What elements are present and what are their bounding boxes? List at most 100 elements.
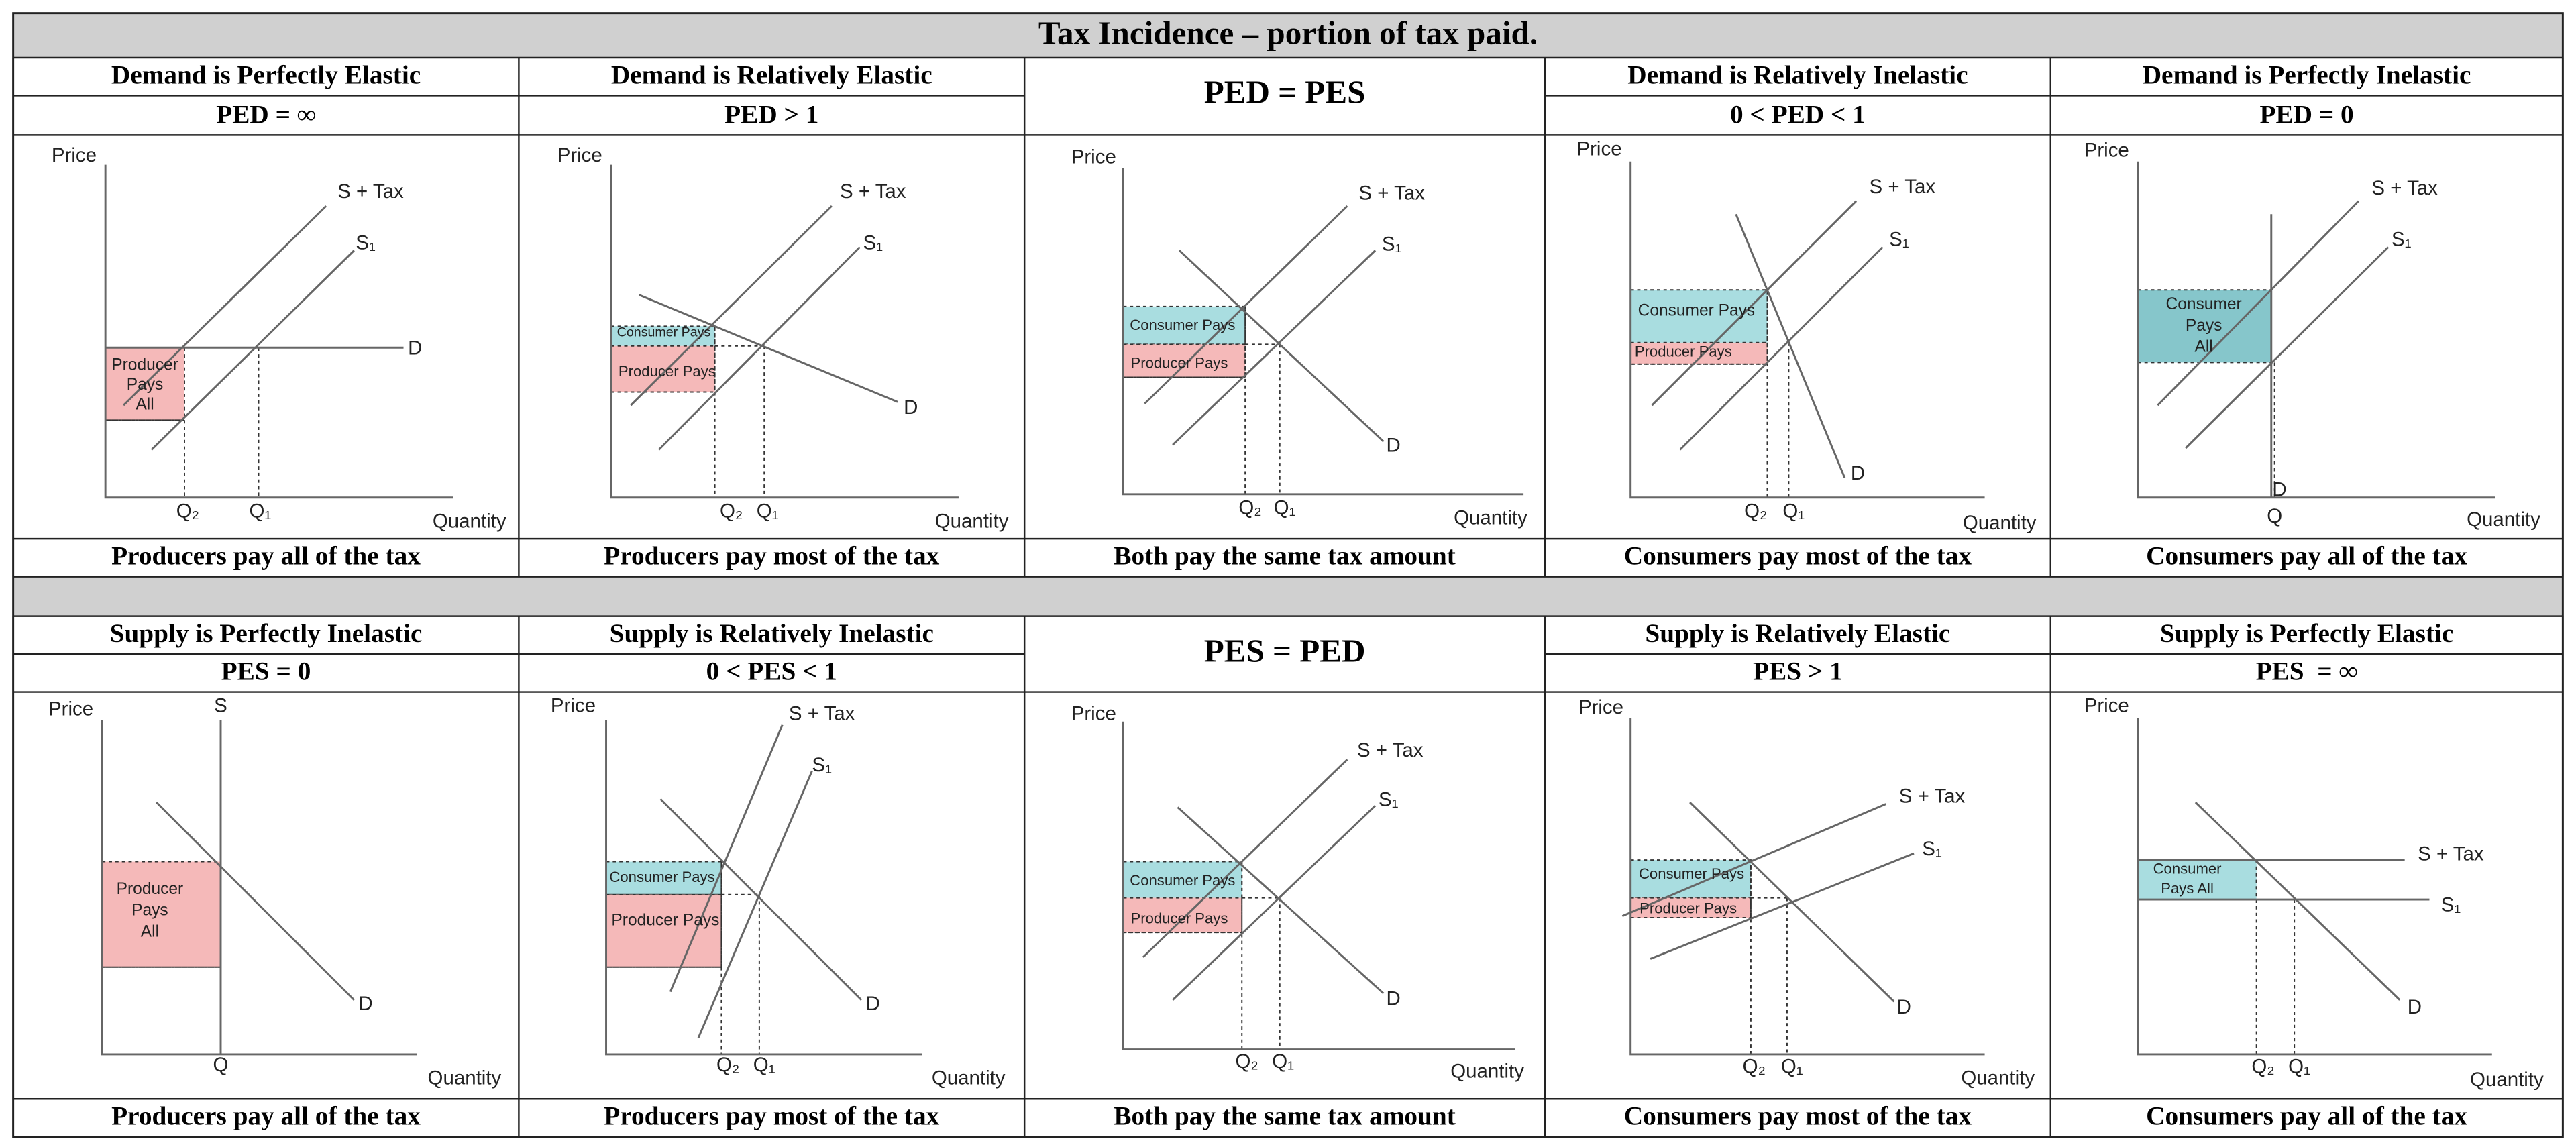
panel-caption: Producers pay most of the tax [604, 542, 939, 571]
panel-heading: Demand is Relatively Elastic [611, 60, 932, 89]
diagram-label: Q₁ [2288, 1055, 2310, 1077]
axes [1122, 721, 1515, 1051]
diagram-label: Q₁ [757, 500, 779, 523]
diagram-label: Price [2084, 140, 2129, 162]
diagram-label: D [1897, 996, 1911, 1018]
diagram-label: S + Tax [2371, 177, 2438, 199]
panel-caption: Consumers pay most of the tax [1624, 542, 1972, 571]
diagram-label: S + Tax [1357, 739, 1424, 761]
curve [1651, 200, 1858, 406]
diagram-label: Consumer Pays [617, 325, 711, 339]
curve [150, 250, 355, 451]
panel-caption: Consumers pay all of the tax [2146, 1102, 2467, 1131]
diagram-label: Q₁ [250, 500, 272, 523]
curve [630, 205, 833, 406]
panel-heading: Supply is Relatively Inelastic [610, 619, 934, 648]
diagram-label: Producer Pays [1131, 355, 1228, 372]
panel-subheading: PED = 0 [2259, 100, 2353, 129]
diagram-label: Price [52, 144, 97, 166]
diagram-label: S + Tax [1899, 785, 1966, 808]
axes [1629, 718, 1985, 1056]
diagram-label: S₁ [1379, 788, 1399, 810]
diagram-label: Consumer Pays [1130, 872, 1235, 889]
diagram-label: Quantity [1961, 1067, 2035, 1089]
diagram-label: Producer Pays [1640, 900, 1737, 917]
diagram-label: Pays [127, 376, 164, 394]
diagram-label: All [2194, 338, 2212, 356]
diagram-label: Producer Pays [1131, 910, 1228, 926]
tax-area [605, 893, 722, 968]
diagram-label: S₁ [1382, 233, 1402, 256]
axes [104, 164, 453, 499]
diagram-label: Q₂ [720, 500, 743, 523]
panel-subheading: PED > 1 [724, 100, 818, 129]
diagram-label: Price [557, 144, 602, 166]
curve [1650, 852, 1915, 960]
curve [1621, 803, 1886, 917]
diagram-label: Q₁ [1781, 1055, 1803, 1077]
diagram-label: Q₂ [1744, 500, 1767, 523]
diagram-label: Price [1576, 138, 1621, 160]
panel-caption: Producers pay all of the tax [111, 1102, 421, 1131]
diagram-label: S + Tax [789, 703, 855, 725]
curve [2157, 200, 2359, 406]
diagram-label: S + Tax [337, 180, 404, 203]
tax-area [1629, 341, 1768, 365]
panel-heading: Demand is Perfectly Inelastic [2143, 60, 2471, 89]
diagram-label: Quantity [1963, 512, 2037, 534]
axes [1629, 161, 1985, 499]
panel-heading: Supply is Perfectly Elastic [2160, 619, 2453, 648]
diagram-label: Consumer Pays [1130, 317, 1235, 333]
diagram-label: D [1386, 434, 1400, 456]
diagram-label: Q₁ [1274, 497, 1296, 519]
curve [1178, 250, 1385, 443]
panel-caption: Both pay the same tax amount [1114, 542, 1456, 571]
diagram-label: Q₂ [2251, 1055, 2274, 1077]
panel-heading: PES = PED [1204, 632, 1366, 669]
table-outline [12, 12, 2564, 1138]
diagram-label: Quantity [2470, 1069, 2544, 1091]
diagram-label: Quantity [1450, 1060, 1524, 1083]
diagram-label: D [904, 396, 918, 419]
axes [101, 720, 417, 1056]
panel-caption: Consumers pay all of the tax [2146, 542, 2467, 571]
diagram-label: D [1851, 462, 1865, 484]
panel-heading: Demand is Perfectly Elastic [111, 60, 421, 89]
curve [2194, 802, 2401, 1001]
curve [697, 770, 813, 1038]
panel-subheading: 0 < PED < 1 [1730, 100, 1866, 129]
table-title: Tax Incidence – portion of tax paid. [1038, 14, 1538, 51]
panel-caption: Consumers pay most of the tax [1624, 1102, 1972, 1131]
diagram-label: Producer Pays [1635, 343, 1732, 360]
diagram-label: S + Tax [1358, 182, 1425, 205]
diagram-label: Consumer Pays [1638, 302, 1756, 320]
curve [1177, 806, 1385, 995]
panel-caption: Producers pay most of the tax [604, 1102, 939, 1131]
diagram-label: Q₂ [1743, 1055, 1766, 1077]
diagram-label: All [136, 396, 154, 414]
panel-subheading: 0 < PES < 1 [706, 657, 837, 686]
diagram-label: Price [1578, 696, 1623, 718]
title-band [13, 13, 2563, 58]
diagram-label: Quantity [433, 510, 506, 532]
curve [1735, 213, 1846, 478]
diagram-label: Q₂ [1238, 497, 1261, 519]
diagram-label: S + Tax [2418, 843, 2484, 865]
diagram-label: Quantity [932, 1067, 1006, 1089]
diagram-label: Q₂ [176, 500, 199, 523]
curve [639, 294, 898, 403]
panel-subheading: PES = 0 [221, 657, 311, 686]
diagram-label: D [2272, 479, 2286, 501]
diagram-label: All [141, 923, 159, 941]
axes [605, 720, 922, 1056]
axes [610, 164, 959, 499]
diagram-label: Consumer [2153, 861, 2222, 877]
diagram-label: Consumer [2166, 295, 2242, 313]
panel-subheading: PES = ∞ [2256, 657, 2358, 686]
diagram-label: Consumer Pays [1639, 865, 1744, 882]
axes [2137, 161, 2496, 499]
curve [123, 205, 327, 406]
diagram-label: Producer [111, 356, 178, 374]
